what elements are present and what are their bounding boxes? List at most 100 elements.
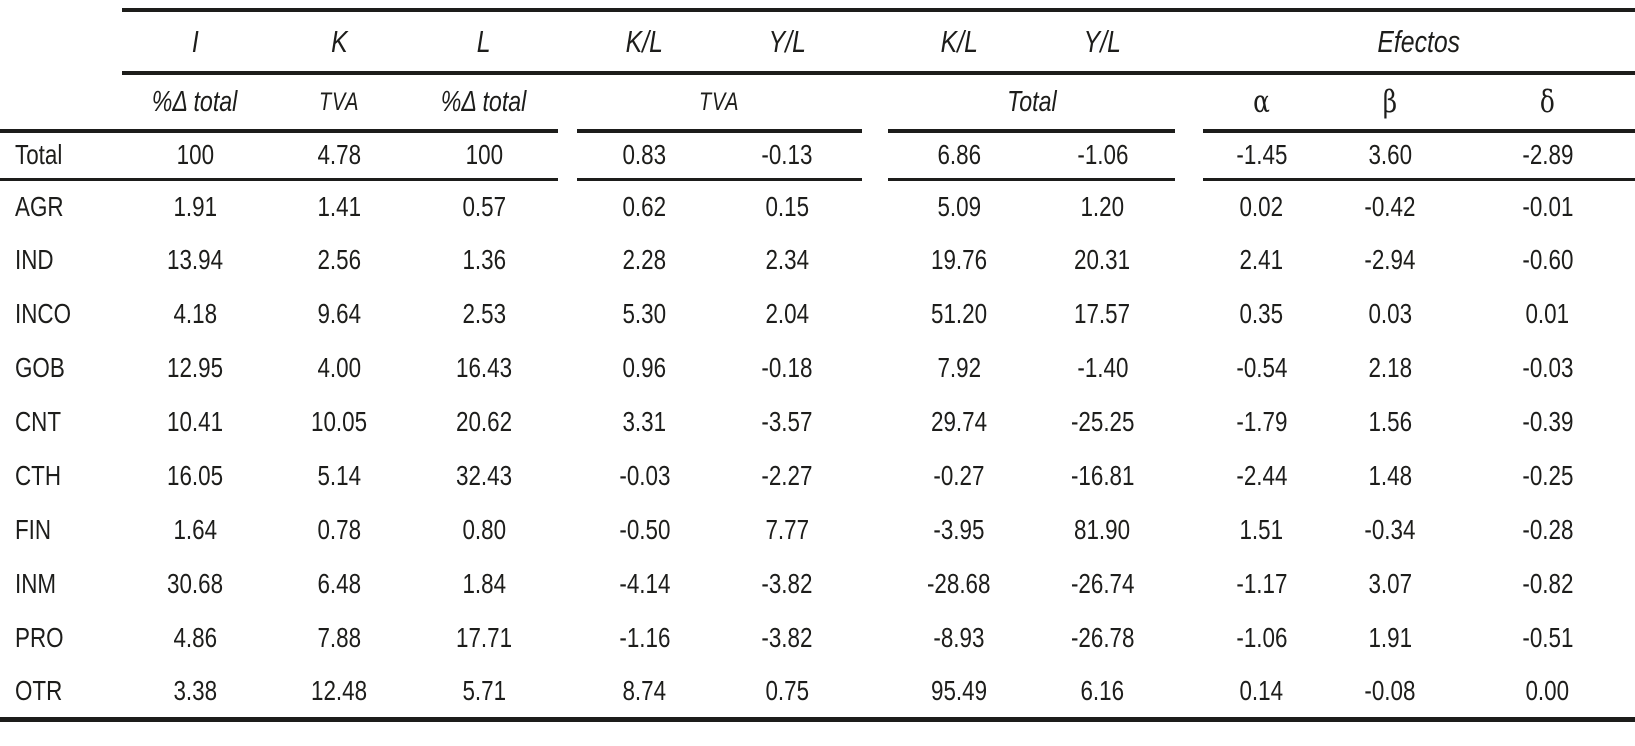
cell-value: 2.41 <box>1203 233 1320 287</box>
table-row: INM 30.68 6.48 1.84 -4.14 -3.82 -28.68 -26.74 -1… <box>0 557 1635 611</box>
cell-value-text: 7.77 <box>765 514 809 545</box>
cell-value: -1.06 <box>1203 611 1320 665</box>
row-label-text: OTR <box>15 674 63 706</box>
cell-value-text: -1.16 <box>618 622 671 653</box>
table-row: INCO 4.18 9.64 2.53 5.30 2.04 51.20 17.57 0.35 0.… <box>0 287 1635 341</box>
table-row: IND 13.94 2.56 1.36 2.28 2.34 19.76 20.31 2.41 -2… <box>0 233 1635 287</box>
cell-value: -0.13 <box>712 131 862 181</box>
cell-value: 0.75 <box>712 665 862 722</box>
row-label-text: PRO <box>15 622 64 653</box>
cell-value-text: -25.25 <box>1070 406 1135 437</box>
cell-value: -25.25 <box>1030 395 1175 449</box>
cell-value-text: -26.74 <box>1070 568 1135 599</box>
cell-value-text: 32.43 <box>455 460 513 491</box>
cell-value: 8.74 <box>577 665 712 722</box>
cell-value: 3.38 <box>122 665 268 722</box>
cell-value: -0.60 <box>1460 233 1635 287</box>
cell-value: -0.51 <box>1460 611 1635 665</box>
row-label: GOB <box>0 341 122 395</box>
cell-value: 2.04 <box>712 287 862 341</box>
cell-value-text: -0.03 <box>1521 352 1574 383</box>
cell-value-text: -1.17 <box>1235 568 1288 599</box>
cell-value-text: 10.41 <box>166 406 224 437</box>
row-label-text: Total <box>15 139 63 171</box>
cell-value-text: 1.84 <box>462 568 506 599</box>
alpha-symbol: α <box>1253 84 1270 120</box>
cell-value-text: 7.88 <box>317 622 361 653</box>
column-gap <box>862 8 888 75</box>
cell-value: 6.16 <box>1030 665 1175 722</box>
row-label: Total <box>0 131 122 181</box>
column-gap <box>862 557 888 611</box>
cell-value-text: 4.78 <box>317 139 361 171</box>
cell-value-text: 30.68 <box>166 568 224 599</box>
cell-value: -0.39 <box>1460 395 1635 449</box>
column-gap <box>558 8 577 75</box>
cell-value: 1.36 <box>410 233 558 287</box>
cell-value-text: 51.20 <box>930 298 988 329</box>
cell-value-text: 2.41 <box>1239 244 1284 275</box>
delta-symbol: δ <box>1540 84 1555 120</box>
header-label: Y/L <box>1083 23 1122 59</box>
row-label: INM <box>0 557 122 611</box>
cell-value-text: 1.64 <box>173 514 217 545</box>
cell-value-text: -0.28 <box>1521 514 1574 545</box>
cell-value-text: 1.48 <box>1368 460 1412 491</box>
cell-value-text: 5.71 <box>462 674 506 706</box>
cell-value: 1.20 <box>1030 179 1175 233</box>
table-row: AGR 1.91 1.41 0.57 0.62 0.15 5.09 1.20 0.02 -0.42… <box>0 179 1635 233</box>
cell-value-text: -3.57 <box>761 406 813 437</box>
statistics-table: I K L K/L Y/L K/L Y/L Efectos %Δ total T… <box>0 8 1635 722</box>
cell-value: -0.42 <box>1320 179 1460 233</box>
cell-value-text: 0.35 <box>1239 298 1284 329</box>
cell-value: 1.91 <box>1320 611 1460 665</box>
beta-symbol: β <box>1382 84 1398 120</box>
header-group-efectos: Efectos <box>1203 8 1635 75</box>
column-gap <box>558 287 577 341</box>
cell-value: -1.40 <box>1030 341 1175 395</box>
cell-value: 51.20 <box>888 287 1030 341</box>
cell-value: -1.16 <box>577 611 712 665</box>
cell-value-text: 3.07 <box>1368 568 1412 599</box>
cell-value: -0.27 <box>888 449 1030 503</box>
column-gap <box>558 503 577 557</box>
column-gap <box>558 341 577 395</box>
cell-value: 12.48 <box>268 665 410 722</box>
column-gap <box>558 611 577 665</box>
cell-value: 20.31 <box>1030 233 1175 287</box>
header-label: I <box>191 23 199 59</box>
column-gap <box>862 341 888 395</box>
cell-value-text: 100 <box>176 139 214 171</box>
column-gap <box>862 287 888 341</box>
cell-value: 6.48 <box>268 557 410 611</box>
table-row: CNT 10.41 10.05 20.62 3.31 -3.57 29.74 -25.25 -1… <box>0 395 1635 449</box>
cell-value: 2.53 <box>410 287 558 341</box>
column-gap <box>862 395 888 449</box>
cell-value-text: 1.51 <box>1239 514 1284 545</box>
cell-value-text: -0.13 <box>761 139 813 171</box>
header-label: K/L <box>625 23 664 59</box>
column-gap <box>558 449 577 503</box>
cell-value-text: 1.56 <box>1368 406 1412 437</box>
cell-value: -0.18 <box>712 341 862 395</box>
cell-value-text: 17.57 <box>1074 298 1131 329</box>
cell-value: -3.82 <box>712 611 862 665</box>
cell-value-text: -2.89 <box>1521 139 1574 171</box>
cell-value-text: -0.60 <box>1521 244 1574 275</box>
cell-value: -16.81 <box>1030 449 1175 503</box>
table-row: Total 100 4.78 100 0.83 -0.13 6.86 -1.06 -1.45 3.… <box>0 131 1635 181</box>
cell-value-text: 1.36 <box>462 244 506 275</box>
cell-value: 100 <box>122 131 268 181</box>
cell-value-text: -26.78 <box>1070 622 1135 653</box>
header-label: %Δ total <box>441 85 527 118</box>
cell-value: 4.78 <box>268 131 410 181</box>
cell-value-text: 0.03 <box>1368 298 1412 329</box>
cell-value: 16.43 <box>410 341 558 395</box>
cell-value: 4.00 <box>268 341 410 395</box>
cell-value: 3.07 <box>1320 557 1460 611</box>
cell-value: -4.14 <box>577 557 712 611</box>
column-gap <box>558 665 577 722</box>
header-label: Y/L <box>768 23 806 59</box>
cell-value-text: -2.94 <box>1364 244 1416 275</box>
header-col-kl-total: K/L <box>888 8 1030 75</box>
